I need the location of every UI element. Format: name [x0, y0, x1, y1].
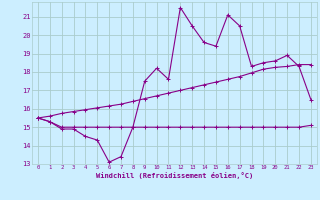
X-axis label: Windchill (Refroidissement éolien,°C): Windchill (Refroidissement éolien,°C)	[96, 172, 253, 179]
